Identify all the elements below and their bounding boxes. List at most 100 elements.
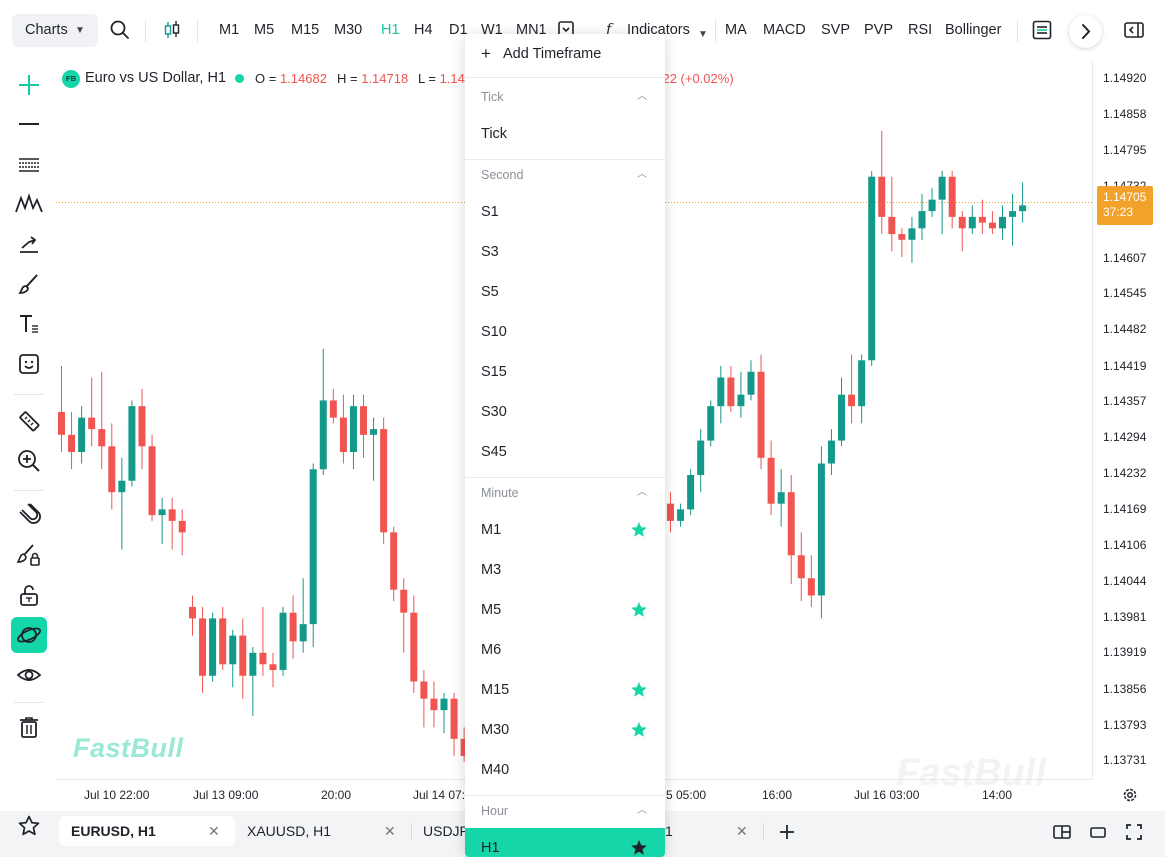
indicator-template-icon[interactable] <box>1031 19 1053 41</box>
candle[interactable] <box>858 354 866 424</box>
favorites-star-icon[interactable] <box>17 814 41 838</box>
brush-tool[interactable] <box>12 267 46 301</box>
candle[interactable] <box>677 503 685 527</box>
favorite-star-icon[interactable] <box>630 521 648 539</box>
candle[interactable] <box>380 417 388 544</box>
crosshair-tool[interactable] <box>12 68 46 102</box>
candle[interactable] <box>309 463 317 648</box>
candle[interactable] <box>58 366 65 453</box>
candle[interactable] <box>239 618 247 699</box>
candle[interactable] <box>148 434 156 521</box>
section-header-tick[interactable]: Tick ︿ <box>465 79 665 115</box>
candle[interactable] <box>158 497 166 544</box>
symbol-tab-4[interactable]: 1 ✕ <box>665 816 759 846</box>
candle[interactable] <box>88 377 96 447</box>
layout-split-icon[interactable] <box>1052 822 1072 842</box>
candle[interactable] <box>289 595 297 659</box>
candle[interactable] <box>279 606 287 676</box>
lock-drawings-tool[interactable] <box>12 538 46 572</box>
menu-item-tick[interactable]: Tick <box>465 114 665 154</box>
candle[interactable] <box>868 170 876 367</box>
candle[interactable] <box>319 348 327 475</box>
section-header-hour[interactable]: Hour ︿ <box>465 793 665 829</box>
indicator-macd[interactable]: MACD <box>763 22 806 38</box>
candle[interactable] <box>178 509 186 556</box>
candle[interactable] <box>998 205 1006 240</box>
magnet-tool[interactable] <box>12 498 46 532</box>
candlestick-chart-type-icon[interactable] <box>161 19 183 41</box>
menu-item-m30[interactable]: M30 <box>465 710 665 750</box>
candle[interactable] <box>450 692 458 757</box>
candle[interactable] <box>118 457 126 550</box>
menu-item-s30[interactable]: S30 <box>465 392 665 432</box>
unlock-tool[interactable] <box>12 578 46 612</box>
timeframe-m1[interactable]: M1 <box>219 22 240 38</box>
delete-tool[interactable] <box>12 710 46 744</box>
candle[interactable] <box>329 388 337 424</box>
charts-dropdown-button[interactable]: Charts ▼ <box>12 14 98 47</box>
candle[interactable] <box>827 429 835 475</box>
timeframe-h1[interactable]: H1 <box>381 22 400 38</box>
favorite-star-icon[interactable] <box>630 681 648 699</box>
indicator-ma[interactable]: MA <box>725 22 747 38</box>
candle[interactable] <box>807 555 815 607</box>
menu-item-s10[interactable]: S10 <box>465 312 665 352</box>
toolbar-scroll-right-button[interactable] <box>1069 15 1102 48</box>
menu-item-s15[interactable]: S15 <box>465 352 665 392</box>
candle[interactable] <box>697 429 705 493</box>
candle[interactable] <box>420 670 428 728</box>
candle[interactable] <box>430 681 438 728</box>
symbol-tab-usdjpy[interactable]: USDJF <box>411 816 468 846</box>
candle[interactable] <box>727 366 735 412</box>
candle[interactable] <box>249 647 257 716</box>
candle[interactable] <box>787 474 795 584</box>
candle[interactable] <box>667 492 674 533</box>
candle[interactable] <box>888 176 896 252</box>
menu-item-m6[interactable]: M6 <box>465 630 665 670</box>
indicator-rsi[interactable]: RSI <box>908 22 933 38</box>
menu-item-m15[interactable]: M15 <box>465 670 665 710</box>
candle[interactable] <box>128 400 136 487</box>
candle[interactable] <box>390 526 398 602</box>
candle[interactable] <box>339 394 347 464</box>
fullscreen-icon[interactable] <box>1124 822 1144 842</box>
candle[interactable] <box>299 578 307 653</box>
candle[interactable] <box>717 366 725 424</box>
search-icon[interactable] <box>109 19 131 41</box>
pattern-tool[interactable] <box>12 187 46 221</box>
candle[interactable] <box>838 377 846 447</box>
candle[interactable] <box>908 216 916 263</box>
timeframe-h4[interactable]: H4 <box>414 22 433 38</box>
candle[interactable] <box>988 211 996 235</box>
section-header-minute[interactable]: Minute ︿ <box>465 475 665 511</box>
candle[interactable] <box>848 354 856 424</box>
candle[interactable] <box>958 211 966 252</box>
menu-item-m1[interactable]: M1 <box>465 510 665 550</box>
candle[interactable] <box>707 400 715 447</box>
menu-item-s1[interactable]: S1 <box>465 192 665 232</box>
timeframe-m30[interactable]: M30 <box>334 22 363 38</box>
add-timeframe-button[interactable]: + Add Timeframe <box>465 34 665 74</box>
candle[interactable] <box>767 440 775 516</box>
close-icon[interactable]: ✕ <box>208 823 220 839</box>
menu-item-m5[interactable]: M5 <box>465 590 665 630</box>
section-header-second[interactable]: Second ︿ <box>465 157 665 193</box>
candle[interactable] <box>410 595 418 693</box>
candle[interactable] <box>269 652 277 688</box>
favorite-star-icon[interactable] <box>630 839 648 857</box>
candle[interactable] <box>78 406 86 464</box>
zoom-tool[interactable] <box>12 444 46 478</box>
settings-gear-icon[interactable] <box>1121 786 1139 804</box>
close-icon[interactable]: ✕ <box>384 823 396 839</box>
candle[interactable] <box>349 394 357 470</box>
candle[interactable] <box>360 394 368 458</box>
text-tool[interactable] <box>12 307 46 341</box>
candle[interactable] <box>440 692 448 734</box>
candle[interactable] <box>797 532 805 602</box>
candle[interactable] <box>168 497 176 550</box>
timeframe-m5[interactable]: M5 <box>254 22 275 38</box>
candle[interactable] <box>259 606 267 676</box>
layout-single-icon[interactable] <box>1088 822 1108 842</box>
symbol-title[interactable]: Euro vs US Dollar, H1 <box>85 70 227 86</box>
candle[interactable] <box>219 606 227 671</box>
